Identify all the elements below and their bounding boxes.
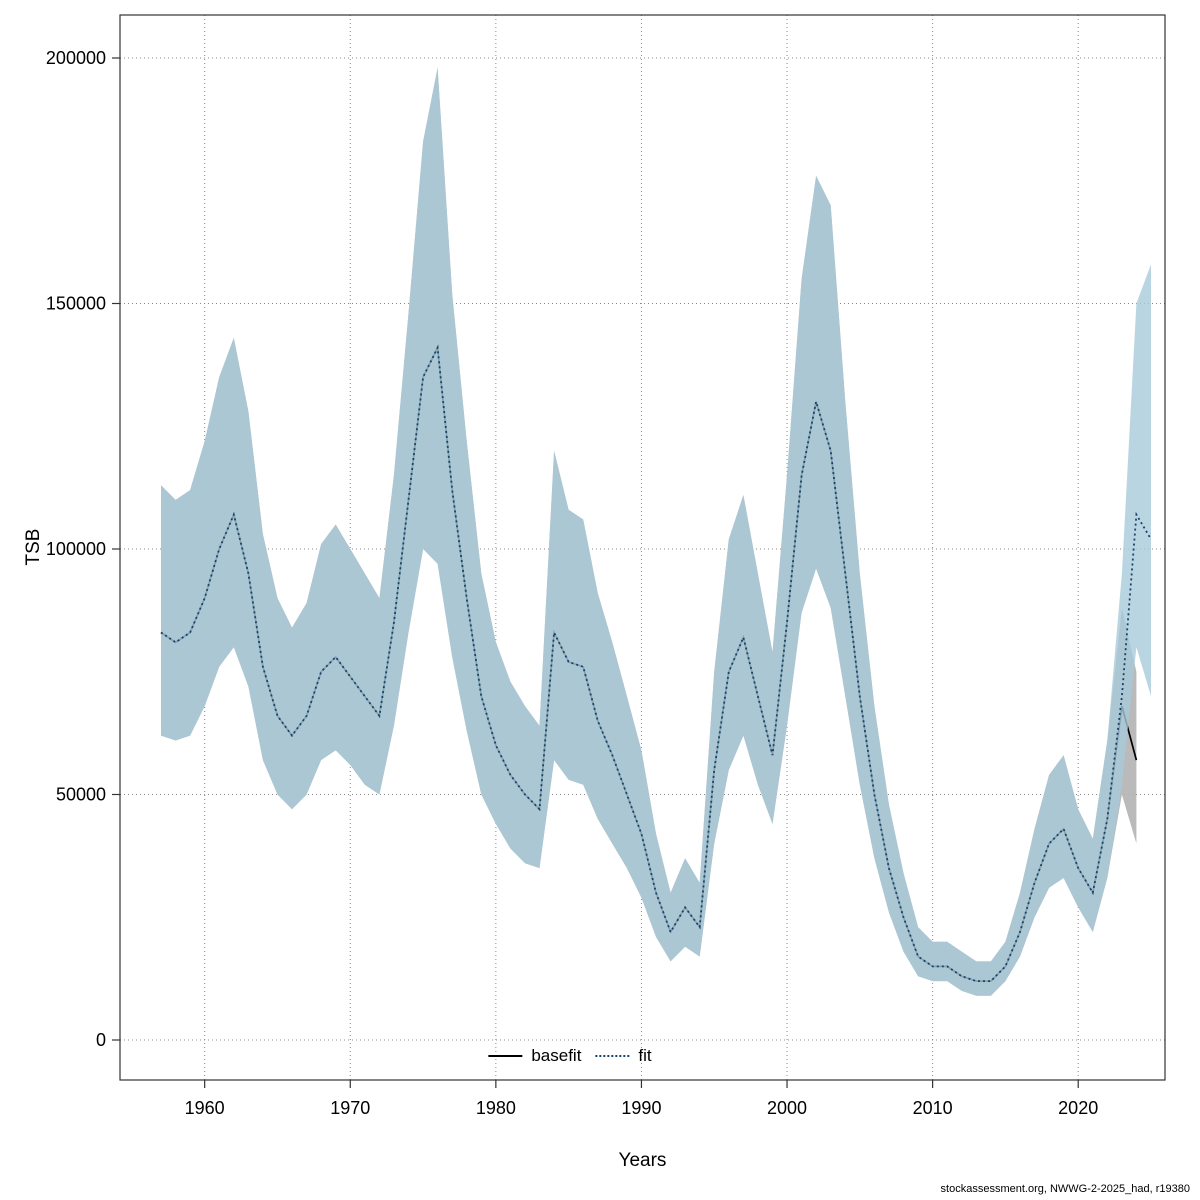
y-tick-label: 200000 [46, 48, 106, 68]
x-tick-label: 2000 [767, 1098, 807, 1118]
x-tick-label: 1990 [621, 1098, 661, 1118]
y-tick-label: 150000 [46, 294, 106, 314]
fit-line-sample-icon [595, 1055, 630, 1057]
y-tick-label: 100000 [46, 539, 106, 559]
y-tick-label: 0 [96, 1030, 106, 1050]
basefit-line-sample-icon [488, 1055, 523, 1057]
legend-basefit-label: basefit [531, 1046, 582, 1065]
legend-fit-label: fit [638, 1046, 652, 1065]
x-axis-label: Years [618, 1150, 667, 1171]
fit-ribbon [161, 67, 1151, 996]
y-tick-label: 50000 [56, 785, 106, 805]
y-axis-label: TSB [23, 528, 44, 566]
legend: basefit fit [488, 1046, 652, 1066]
legend-item-fit: fit [595, 1046, 652, 1066]
x-tick-label: 1960 [185, 1098, 225, 1118]
legend-item-basefit: basefit [488, 1046, 581, 1066]
x-tick-label: 1980 [476, 1098, 516, 1118]
x-tick-label: 1970 [330, 1098, 370, 1118]
fit-line [160, 344, 1152, 982]
watermark: stockassessment.org, NWWG-2-2025_had, r1… [940, 1183, 1190, 1195]
plot-frame [119, 14, 1166, 1081]
x-tick-label: 2020 [1058, 1098, 1098, 1118]
x-tick-label: 2010 [913, 1098, 953, 1118]
